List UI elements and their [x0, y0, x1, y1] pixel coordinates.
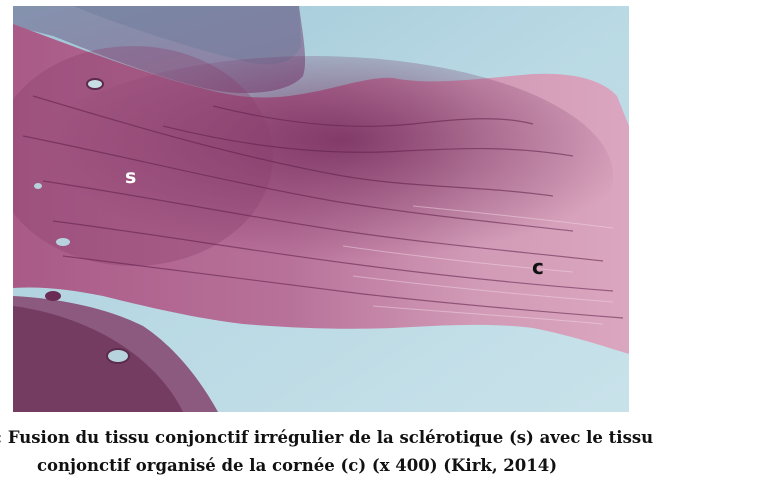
histology-micrograph: s c: [13, 6, 629, 412]
caption-line-2: conjonctif organisé de la cornée (c) (x …: [37, 456, 558, 475]
cornea-label: c: [532, 255, 544, 279]
caption-line-1: : Fusion du tissu conjonctif irrégulier …: [0, 428, 654, 447]
figure-caption: : Fusion du tissu conjonctif irrégulier …: [0, 424, 783, 480]
sclera-label: s: [125, 166, 137, 188]
micrograph-image: [13, 6, 629, 412]
